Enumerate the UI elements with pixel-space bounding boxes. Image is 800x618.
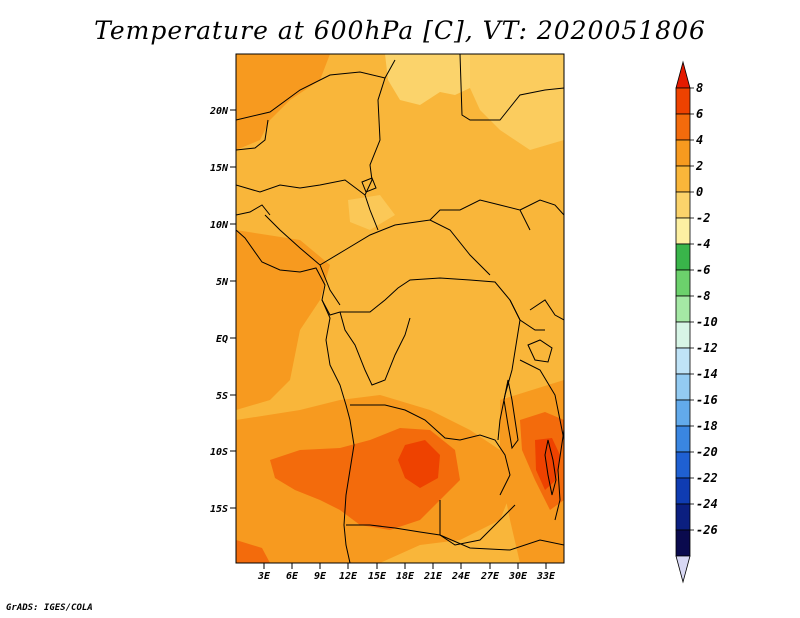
border-cameroon (264, 214, 341, 306)
temperature-field (236, 54, 564, 563)
colorbar-swatch (675, 347, 691, 375)
border-congo-west (339, 311, 411, 386)
colorbar-label: -4 (696, 237, 710, 251)
lake-chad (361, 177, 377, 193)
border-nigeria (236, 179, 366, 196)
lon-label-3e: 3E (257, 571, 271, 582)
field-peak-east (535, 438, 560, 490)
lon-label-30e: 30E (508, 571, 528, 582)
colorbar-label: -6 (696, 263, 710, 277)
field-cool-north (385, 54, 470, 105)
colorbar-label: -24 (696, 497, 718, 511)
colorbar-label: 2 (695, 159, 703, 173)
colorbar-bottom-arrow (675, 555, 691, 584)
colorbar-label: 0 (696, 185, 703, 199)
colorbar-swatch (675, 165, 691, 193)
coastline-west (236, 229, 355, 563)
colorbar-label: -12 (696, 341, 718, 355)
lon-label-6e: 6E (286, 571, 299, 582)
lon-label-15e: 15E (368, 571, 387, 582)
field-cool-northeast (470, 54, 564, 150)
lon-label-33e: 33E (536, 571, 556, 582)
lat-label-5n: 5N (216, 277, 229, 288)
border-niger-chad (236, 119, 269, 151)
colorbar-swatch (675, 243, 691, 271)
colorbar-label: 6 (696, 107, 703, 121)
colorbar-label: -2 (696, 211, 710, 225)
colorbar-swatch (675, 295, 691, 323)
lake-tanganyika (503, 379, 519, 450)
lon-label-12e: 12E (339, 571, 358, 582)
colorbar-swatch (675, 451, 691, 479)
colorbar-swatch (675, 399, 691, 427)
border-congo-drc (340, 277, 521, 321)
colorbar-swatch (675, 87, 691, 115)
lat-axis (230, 109, 236, 509)
lat-label-eq: EQ (216, 334, 228, 345)
colorbar-label: -22 (696, 471, 718, 485)
colorbar-swatch (675, 113, 691, 141)
lake-malawi (544, 439, 557, 496)
border-zambia (439, 500, 516, 546)
colorbar-top-arrow (675, 60, 691, 89)
lon-label-27e: 27E (480, 571, 500, 582)
lat-label-5s: 5S (216, 391, 228, 402)
lat-label-20n: 20N (209, 106, 229, 117)
border-uganda (509, 299, 545, 331)
border-drc-south (350, 404, 511, 496)
colorbar-swatch (675, 529, 691, 557)
coast-east (554, 429, 564, 521)
colorbar-label: -16 (696, 393, 718, 407)
lon-label-24e: 24E (451, 571, 471, 582)
colorbar-label: -14 (696, 367, 718, 381)
border-egypt-sudan (459, 54, 564, 121)
colorbar-label: -20 (696, 445, 718, 459)
lat-label-10s: 10S (210, 447, 228, 458)
colorbar-swatch (675, 191, 691, 219)
border-tanzania (519, 359, 564, 441)
plot-frame (235, 53, 565, 564)
border-car (319, 219, 491, 276)
lon-label-18e: 18E (396, 571, 415, 582)
lat-label-15n: 15N (210, 163, 229, 174)
colorbar-swatch (675, 217, 691, 245)
grads-credit: GrADS: IGES/COLA (6, 603, 93, 613)
colorbar-label: -10 (696, 315, 718, 329)
colorbar-swatch (675, 503, 691, 531)
colorbar-swatch (675, 321, 691, 349)
lat-label-15s: 15S (210, 504, 228, 515)
lon-label-9e: 9E (314, 571, 327, 582)
colorbar-swatch (675, 269, 691, 297)
colorbar-swatch (675, 425, 691, 453)
country-borders (236, 54, 564, 563)
colorbar-label: -26 (696, 523, 718, 537)
colorbar: 8 6 4 2 0 -2 -4 -6 -8 -10 -12 -14 -16 -18 -20 -22 -24 -26 (675, 60, 718, 584)
border-misc-west (236, 204, 271, 216)
lake-victoria (527, 339, 553, 363)
colorbar-swatch (675, 477, 691, 505)
map-title: Temperature at 600hPa [C], VT: 202005180… (94, 16, 706, 45)
border-ethiopia (519, 199, 564, 216)
border-angola-namibia (346, 524, 441, 536)
lon-axis (263, 563, 547, 569)
field-hot-southwest (236, 540, 270, 563)
field-peak-angola (398, 440, 440, 488)
border-chad-sudan (364, 77, 386, 231)
border-kenya (529, 299, 564, 321)
border-gabon (321, 299, 341, 316)
colorbar-label: 8 (696, 81, 703, 95)
lon-label-21e: 21E (423, 571, 443, 582)
lat-label-10n: 10N (210, 220, 229, 231)
colorbar-swatch (675, 373, 691, 401)
colorbar-label: 4 (696, 133, 703, 147)
colorbar-swatch (675, 139, 691, 167)
border-south-boundary (439, 534, 564, 551)
colorbar-label: -18 (696, 419, 718, 433)
colorbar-label: -8 (696, 289, 710, 303)
field-warm-west-coast (236, 230, 330, 410)
